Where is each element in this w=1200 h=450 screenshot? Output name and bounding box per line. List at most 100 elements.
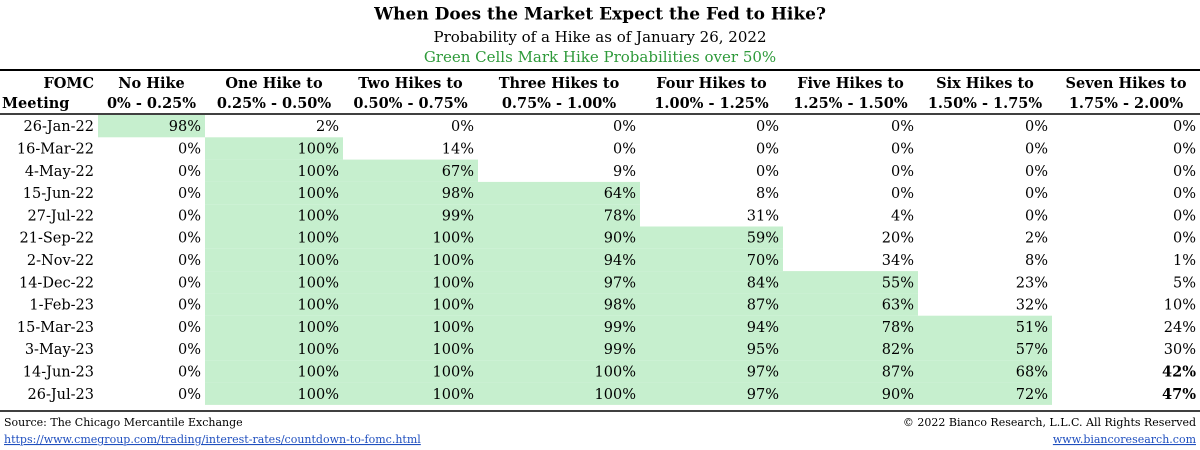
highlight-cell — [478, 382, 640, 405]
highlight-cell — [205, 159, 343, 182]
probability-cell: 0% — [891, 119, 914, 135]
probability-cell: 57% — [1016, 342, 1048, 358]
probability-cell: 100% — [298, 253, 339, 269]
highlight-cell — [343, 248, 478, 272]
highlight-cell — [205, 360, 343, 383]
highlight-cell — [478, 271, 640, 294]
highlight-cell — [205, 204, 343, 227]
highlight-cell — [205, 338, 343, 361]
highlight-cell — [343, 181, 478, 205]
probability-cell: 10% — [1164, 298, 1196, 314]
probability-cell: 70% — [747, 253, 779, 269]
highlight-cell — [205, 226, 343, 249]
probability-cell: 100% — [298, 320, 339, 336]
probability-cell: 31% — [747, 208, 779, 224]
title: When Does the Market Expect the Fed to H… — [373, 5, 826, 25]
probability-cell: 51% — [1016, 320, 1048, 336]
probability-cell: 0% — [178, 364, 201, 380]
highlight-cell — [783, 360, 918, 383]
probability-cell: 8% — [756, 186, 779, 202]
column-subheader: 1.50% - 1.75% — [928, 95, 1043, 112]
highlight-cell — [918, 315, 1052, 338]
column-header: FOMC — [43, 75, 94, 92]
note: Green Cells Mark Hike Probabilities over… — [424, 48, 776, 66]
column-subheader: 0.75% - 1.00% — [502, 95, 617, 112]
probability-cell: 0% — [178, 164, 201, 180]
meeting-date: 2-Nov-22 — [27, 253, 94, 269]
probability-cell: 14% — [442, 141, 474, 157]
site-link[interactable]: www.biancoresearch.com — [1053, 433, 1197, 446]
column-header: Four Hikes to — [656, 75, 767, 92]
probability-cell: 0% — [1173, 208, 1196, 224]
probability-cell: 64% — [604, 186, 636, 202]
probability-cell: 2% — [316, 119, 339, 135]
probability-cell: 78% — [882, 320, 914, 336]
highlight-cell — [640, 382, 783, 405]
highlight-cell — [343, 293, 478, 316]
probability-cell: 8% — [1025, 253, 1048, 269]
probability-cell: 0% — [891, 164, 914, 180]
highlight-cell — [478, 204, 640, 227]
probability-cell: 0% — [613, 119, 636, 135]
probability-cell: 100% — [433, 364, 474, 380]
probability-cell: 100% — [298, 231, 339, 247]
column-subheader: 0.50% - 0.75% — [353, 95, 468, 112]
highlight-cell — [343, 382, 478, 405]
highlight-cell — [205, 137, 343, 160]
probability-cell: 0% — [1025, 119, 1048, 135]
probability-cell: 0% — [1025, 141, 1048, 157]
highlight-cell — [205, 248, 343, 272]
probability-cell: 30% — [1164, 342, 1196, 358]
column-subheader: 1.75% - 2.00% — [1069, 95, 1184, 112]
highlight-cell — [783, 315, 918, 338]
probability-cell: 0% — [178, 208, 201, 224]
probability-cell: 20% — [882, 231, 914, 247]
probability-cell: 99% — [604, 342, 636, 358]
column-header: Two Hikes to — [358, 75, 463, 92]
column-header: Seven Hikes to — [1066, 75, 1187, 92]
meeting-date: 16-Mar-22 — [17, 141, 94, 157]
highlight-cell — [205, 293, 343, 316]
highlight-cell — [918, 338, 1052, 361]
highlight-cell — [478, 293, 640, 316]
probability-cell: 100% — [298, 208, 339, 224]
column-subheader: 1.25% - 1.50% — [793, 95, 908, 112]
meeting-date: 14-Jun-23 — [23, 364, 94, 380]
highlight-cell — [343, 360, 478, 383]
highlight-cell — [918, 360, 1052, 383]
probability-cell: 0% — [178, 342, 201, 358]
probability-cell: 84% — [747, 275, 779, 291]
probability-cell: 23% — [1016, 275, 1048, 291]
meeting-date: 26-Jul-23 — [28, 387, 95, 403]
highlight-cell — [640, 248, 783, 272]
column-header: Six Hikes to — [936, 75, 1034, 92]
highlight-cell — [205, 315, 343, 338]
probability-cell: 0% — [178, 275, 201, 291]
probability-cell: 67% — [442, 164, 474, 180]
highlight-cell — [478, 360, 640, 383]
probability-cell: 0% — [178, 320, 201, 336]
probability-cell: 97% — [747, 364, 779, 380]
highlight-cell — [640, 226, 783, 249]
highlight-cell — [783, 382, 918, 405]
probability-cell: 100% — [595, 387, 636, 403]
source-url[interactable]: https://www.cmegroup.com/trading/interes… — [4, 433, 421, 446]
highlight-cell — [478, 248, 640, 272]
highlight-cell — [478, 338, 640, 361]
meeting-date: 14-Dec-22 — [19, 275, 94, 291]
probability-cell: 98% — [169, 119, 201, 135]
meeting-date: 21-Sep-22 — [20, 231, 95, 247]
highlight-cell — [918, 382, 1052, 405]
probability-cell: 72% — [1016, 387, 1048, 403]
probability-cell: 0% — [756, 141, 779, 157]
probability-cell: 100% — [298, 141, 339, 157]
probability-cell: 90% — [604, 231, 636, 247]
probability-cell: 94% — [604, 253, 636, 269]
probability-cell: 9% — [613, 164, 636, 180]
column-header: No Hike — [118, 75, 184, 92]
probability-cell: 100% — [298, 342, 339, 358]
highlight-cell — [478, 181, 640, 205]
highlight-cell — [640, 271, 783, 294]
probability-cell: 34% — [882, 253, 914, 269]
